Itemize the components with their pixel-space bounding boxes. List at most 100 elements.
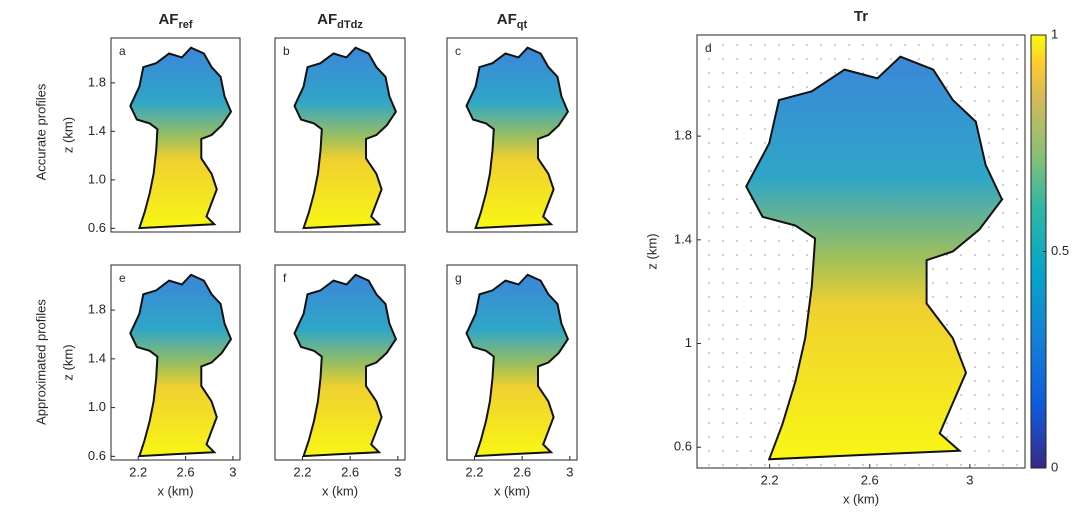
x-tick-label: 3 bbox=[229, 464, 236, 479]
wind-dot bbox=[708, 142, 710, 144]
wind-dot bbox=[1016, 436, 1018, 438]
wind-dot bbox=[778, 310, 780, 312]
wind-dot bbox=[778, 380, 780, 382]
x-axis-label: x (km) bbox=[157, 483, 193, 498]
wind-dot bbox=[974, 380, 976, 382]
panel-title: AFqt bbox=[497, 11, 528, 31]
wind-dot bbox=[1016, 422, 1018, 424]
wind-dot bbox=[750, 156, 752, 158]
wind-dot bbox=[988, 100, 990, 102]
wind-dot bbox=[750, 268, 752, 270]
wind-dot bbox=[932, 44, 934, 46]
wind-dot bbox=[722, 198, 724, 200]
wind-dot bbox=[708, 58, 710, 60]
wind-dot bbox=[722, 226, 724, 228]
wind-dot bbox=[764, 464, 766, 466]
wind-dot bbox=[974, 352, 976, 354]
wind-dot bbox=[876, 464, 878, 466]
y-tick-label: 1.4 bbox=[88, 350, 106, 365]
wind-dot bbox=[876, 44, 878, 46]
wind-dot bbox=[736, 226, 738, 228]
wind-dot bbox=[890, 58, 892, 60]
wind-dot bbox=[708, 464, 710, 466]
wind-dot bbox=[1016, 44, 1018, 46]
wind-dot bbox=[1002, 86, 1004, 88]
wind-dot bbox=[960, 436, 962, 438]
wind-dot bbox=[848, 58, 850, 60]
wind-dot bbox=[736, 310, 738, 312]
wind-dot bbox=[988, 282, 990, 284]
colorbar-tick-label: 1 bbox=[1051, 26, 1058, 41]
wind-dot bbox=[1016, 268, 1018, 270]
wind-dot bbox=[778, 226, 780, 228]
wind-dot bbox=[1002, 366, 1004, 368]
wind-dot bbox=[736, 464, 738, 466]
wind-dot bbox=[946, 464, 948, 466]
title-subscript: qt bbox=[517, 19, 528, 31]
panel-letter: e bbox=[119, 271, 126, 285]
wind-dot bbox=[764, 324, 766, 326]
wind-dot bbox=[876, 58, 878, 60]
wind-dot bbox=[848, 44, 850, 46]
wind-dot bbox=[1016, 408, 1018, 410]
cloud-field bbox=[129, 46, 233, 230]
wind-dot bbox=[736, 338, 738, 340]
wind-dot bbox=[890, 464, 892, 466]
wind-dot bbox=[904, 44, 906, 46]
wind-dot bbox=[764, 268, 766, 270]
wind-dot bbox=[792, 86, 794, 88]
wind-dot bbox=[750, 366, 752, 368]
x-tick-label: 3 bbox=[966, 472, 973, 487]
wind-dot bbox=[1002, 296, 1004, 298]
wind-dot bbox=[708, 226, 710, 228]
y-tick-label: 1.0 bbox=[88, 399, 106, 414]
wind-dot bbox=[1016, 310, 1018, 312]
axes-box bbox=[110, 264, 241, 461]
wind-dot bbox=[708, 394, 710, 396]
wind-dot bbox=[960, 324, 962, 326]
panel-letter: a bbox=[119, 44, 126, 58]
wind-dot bbox=[890, 44, 892, 46]
wind-dot bbox=[736, 100, 738, 102]
wind-dot bbox=[736, 44, 738, 46]
wind-dot bbox=[722, 156, 724, 158]
wind-dot bbox=[1002, 352, 1004, 354]
wind-dot bbox=[862, 44, 864, 46]
wind-dot bbox=[722, 436, 724, 438]
wind-dot bbox=[946, 282, 948, 284]
wind-dot bbox=[708, 436, 710, 438]
wind-dot bbox=[988, 324, 990, 326]
wind-dot bbox=[750, 450, 752, 452]
title-base: AF bbox=[317, 11, 337, 28]
wind-dot bbox=[862, 464, 864, 466]
wind-dot bbox=[806, 464, 808, 466]
wind-dot bbox=[778, 44, 780, 46]
wind-dot bbox=[960, 86, 962, 88]
wind-dot bbox=[1016, 100, 1018, 102]
x-axis-label: x (km) bbox=[322, 483, 358, 498]
wind-dot bbox=[708, 86, 710, 88]
wind-dot bbox=[764, 408, 766, 410]
wind-dot bbox=[708, 310, 710, 312]
wind-dot bbox=[736, 58, 738, 60]
wind-dot bbox=[722, 464, 724, 466]
wind-dot bbox=[1002, 380, 1004, 382]
wind-dot bbox=[750, 114, 752, 116]
wind-dot bbox=[708, 380, 710, 382]
wind-dot bbox=[988, 310, 990, 312]
panel-letter: g bbox=[455, 271, 462, 285]
wind-dot bbox=[988, 128, 990, 130]
wind-dot bbox=[974, 58, 976, 60]
wind-dot bbox=[708, 44, 710, 46]
wind-dot bbox=[848, 464, 850, 466]
wind-dot bbox=[960, 44, 962, 46]
wind-dot bbox=[750, 86, 752, 88]
wind-dot bbox=[1002, 324, 1004, 326]
wind-dot bbox=[778, 240, 780, 242]
wind-dot bbox=[1002, 282, 1004, 284]
wind-dot bbox=[722, 100, 724, 102]
wind-dot bbox=[764, 394, 766, 396]
axes-box bbox=[110, 37, 241, 233]
wind-dot bbox=[722, 72, 724, 74]
wind-dot bbox=[960, 100, 962, 102]
